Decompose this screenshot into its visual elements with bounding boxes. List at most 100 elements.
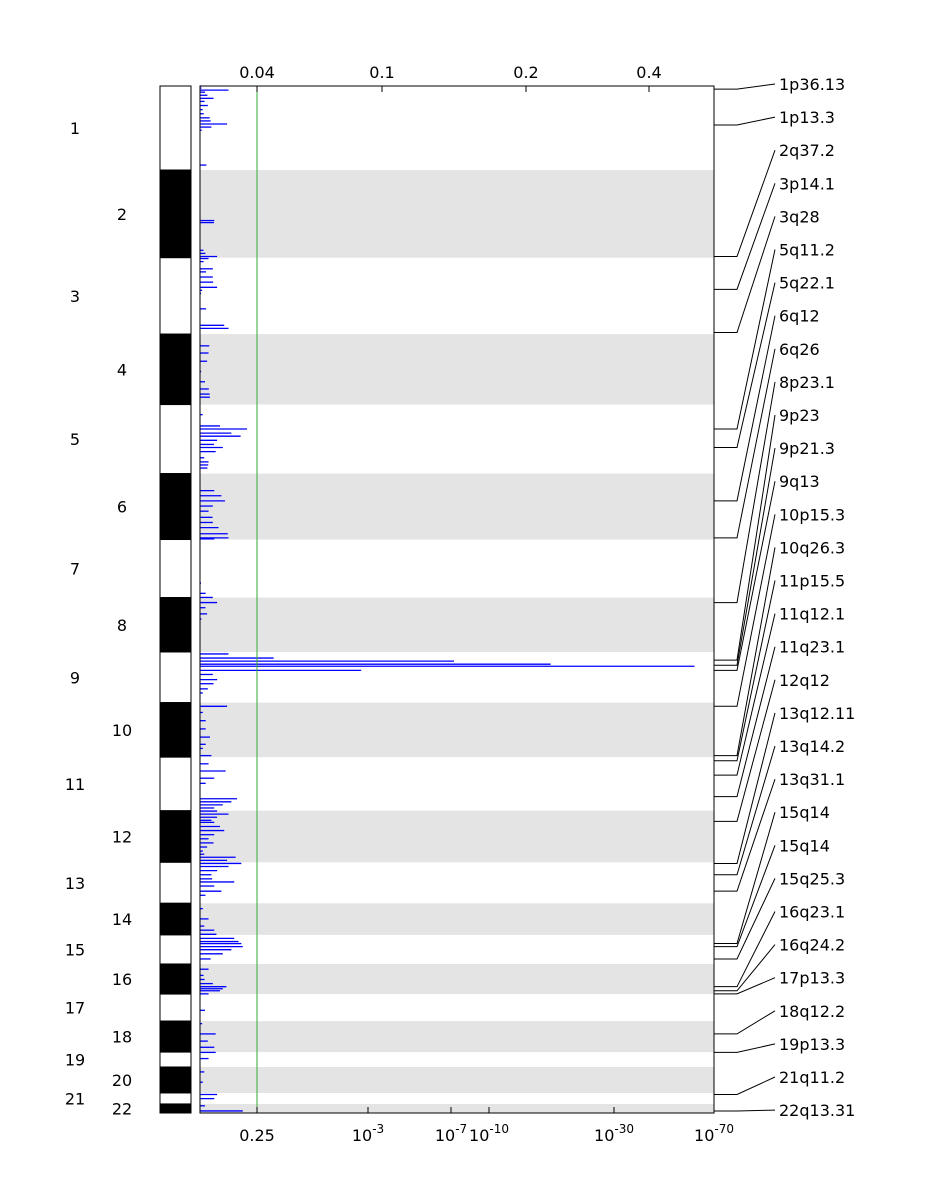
chromosome-label: 10 xyxy=(112,721,132,740)
ideogram-segment xyxy=(159,333,192,406)
peak-leader xyxy=(714,911,776,988)
peak-label: 13q14.2 xyxy=(779,737,845,756)
chromosome-label: 9 xyxy=(70,668,80,687)
chromosome-ideogram xyxy=(159,85,192,1114)
peak-label: 19p13.3 xyxy=(779,1035,845,1054)
peak-label: 15q25.3 xyxy=(779,869,845,888)
ideogram-segment xyxy=(159,85,192,171)
chromosome-label: 6 xyxy=(117,498,127,517)
chromosome-label: 3 xyxy=(70,287,80,306)
top-tick-label: 0.2 xyxy=(513,63,538,82)
band-stripe xyxy=(200,597,714,652)
band-stripe xyxy=(200,473,714,540)
chromosome-label: 4 xyxy=(117,360,127,379)
peak-leader xyxy=(714,183,776,290)
peak-label: 13q12.11 xyxy=(779,704,855,723)
bottom-tick-label: 10-70 xyxy=(694,1122,734,1145)
peak-leader xyxy=(714,812,776,945)
band-stripe xyxy=(200,170,714,258)
ideogram-segment xyxy=(159,934,192,965)
peak-leader xyxy=(714,116,776,126)
ideogram-segment xyxy=(159,702,192,758)
peak-labels: 1p36.13 1p13.3 2q37.2 3p14.1 3q28 5q11.2 5q22.… xyxy=(714,75,855,1120)
peak-label: 22q13.31 xyxy=(779,1101,855,1120)
peak-leader xyxy=(714,712,776,864)
peak-label: 16q23.1 xyxy=(779,903,845,922)
peak-label: 10q26.3 xyxy=(779,538,845,557)
band-stripe xyxy=(200,334,714,405)
ideogram-segment xyxy=(159,810,192,863)
chromosome-label: 17 xyxy=(65,999,85,1018)
chromosome-label: 11 xyxy=(65,775,85,794)
peak-leader xyxy=(714,679,776,822)
peak-leader xyxy=(714,547,776,757)
qvalue-bars xyxy=(200,85,695,1112)
peak-leader xyxy=(714,448,776,666)
peak-leader xyxy=(714,348,776,539)
bottom-tick-label: 0.25 xyxy=(239,1126,275,1145)
peak-leader xyxy=(714,83,776,90)
top-axis-ticks: 0.04 0.1 0.2 0.4 xyxy=(239,63,662,92)
peak-leader xyxy=(714,414,776,661)
ideogram-segment xyxy=(159,993,192,1022)
peak-leader xyxy=(714,249,776,430)
peak-leader xyxy=(714,878,776,960)
peak-leader xyxy=(714,216,776,333)
ideogram-segment xyxy=(159,404,192,475)
peak-label: 2q37.2 xyxy=(779,141,835,160)
peak-label: 6q26 xyxy=(779,340,820,359)
peak-label: 5q11.2 xyxy=(779,241,835,260)
peak-leader xyxy=(714,1043,776,1053)
chromosome-label: 20 xyxy=(112,1071,132,1090)
ideogram-segment xyxy=(159,1103,192,1114)
peak-label: 10p15.3 xyxy=(779,505,845,524)
top-tick-label: 0.1 xyxy=(369,63,394,82)
chromosome-label: 18 xyxy=(112,1028,132,1047)
ideogram-segment xyxy=(159,1066,192,1094)
peak-label: 16q24.2 xyxy=(779,936,845,955)
chromosome-label: 5 xyxy=(70,430,80,449)
peak-label: 11q23.1 xyxy=(779,638,845,657)
peak-leader xyxy=(714,580,776,762)
ideogram-segment xyxy=(159,597,192,653)
bottom-tick-label: 10-30 xyxy=(594,1122,634,1145)
ideogram-segment xyxy=(159,473,192,541)
peak-label: 1p13.3 xyxy=(779,108,835,127)
peak-label: 15q14 xyxy=(779,836,830,855)
chromosome-label: 15 xyxy=(65,940,85,959)
peak-leader xyxy=(714,613,776,776)
peak-label: 3q28 xyxy=(779,207,820,226)
peak-label: 21q11.2 xyxy=(779,1068,845,1087)
band-stripe xyxy=(200,963,714,995)
top-tick-label: 0.04 xyxy=(239,63,275,82)
peak-label: 11p15.5 xyxy=(779,572,845,591)
ideogram-segment xyxy=(159,902,192,936)
bottom-tick-label: 10-7 xyxy=(435,1122,467,1145)
peak-label: 15q14 xyxy=(779,803,830,822)
chromosome-band-stripes xyxy=(200,170,714,1113)
chromosome-label: 21 xyxy=(65,1089,85,1108)
peak-label: 9p23 xyxy=(779,406,820,425)
band-stripe xyxy=(200,1066,714,1093)
chromosome-label: 19 xyxy=(65,1051,85,1070)
peak-label: 13q31.1 xyxy=(779,770,845,789)
chromosome-label: 7 xyxy=(70,560,80,579)
ideogram-segment xyxy=(159,756,192,812)
chromosome-label: 1 xyxy=(70,119,80,138)
ideogram-segment xyxy=(159,861,192,904)
bottom-tick-label: 10-10 xyxy=(469,1122,509,1145)
bottom-axis-ticks: 0.25 10-3 10-7 10-10 10-30 10-70 xyxy=(239,1107,734,1145)
ideogram-segment xyxy=(159,963,192,995)
peak-label: 9q13 xyxy=(779,472,820,491)
peak-label: 11q12.1 xyxy=(779,605,845,624)
peak-label: 5q22.1 xyxy=(779,274,835,293)
peak-leader xyxy=(714,745,776,876)
chromosome-label: 8 xyxy=(117,616,127,635)
ideogram-segment xyxy=(159,1020,192,1053)
ideogram-segment xyxy=(159,169,192,259)
ideogram-segment xyxy=(159,539,192,599)
peak-leader xyxy=(714,282,776,449)
band-stripe xyxy=(200,1103,714,1113)
